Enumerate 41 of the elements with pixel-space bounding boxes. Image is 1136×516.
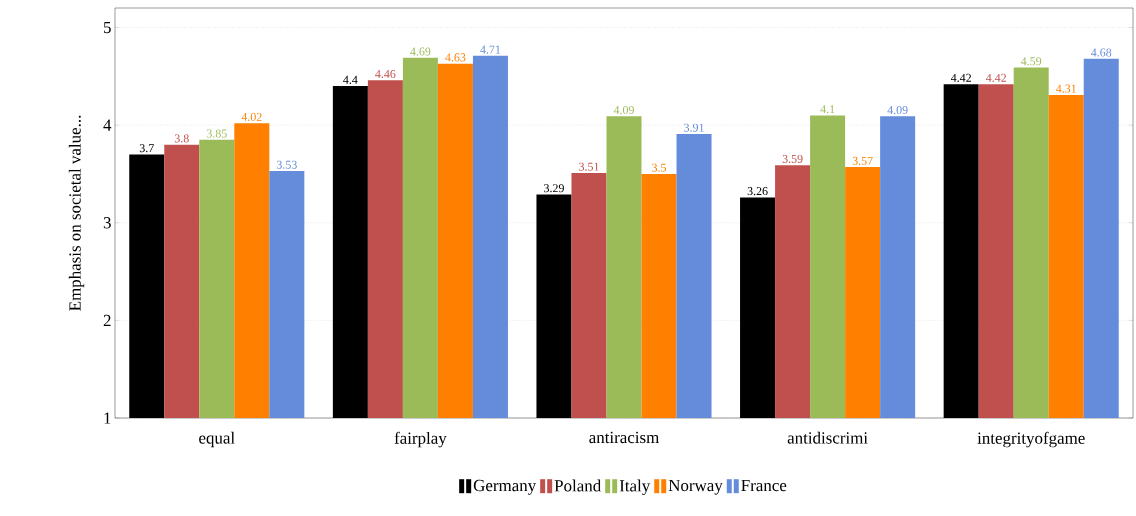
- legend-label: Norway: [668, 479, 723, 495]
- x-tick-label: antidiscrimi: [787, 431, 868, 444]
- data-label: 4.09: [887, 106, 908, 115]
- legend-label: Germany: [473, 479, 537, 495]
- data-label: 4.42: [985, 73, 1006, 82]
- data-label: 4.4: [343, 75, 358, 84]
- x-tick-label: fairplay: [394, 431, 447, 448]
- data-label: 3.85: [206, 129, 227, 138]
- data-label: 4.02: [241, 112, 262, 121]
- data-label: 3.57: [852, 156, 873, 165]
- x-tick-label: equal: [199, 431, 235, 448]
- y-axis-title: Emphasis on societal value...: [68, 115, 85, 311]
- data-label: 4.63: [445, 53, 466, 62]
- data-label: 4.46: [375, 69, 396, 79]
- data-label: 3.7: [139, 144, 154, 153]
- data-label: 4.71: [480, 45, 501, 54]
- data-label: 4.69: [410, 47, 431, 56]
- legend-label: Italy: [619, 479, 651, 495]
- data-label: 4.68: [1091, 48, 1112, 57]
- y-tick-label: 2: [103, 314, 111, 326]
- data-label: 3.5: [652, 163, 667, 172]
- x-tick-label: integrityofgame: [977, 431, 1085, 448]
- y-tick-label: 1: [104, 412, 111, 424]
- y-tick-label: 3: [103, 217, 111, 229]
- data-label: 3.51: [579, 162, 599, 171]
- data-label: 4.31: [1055, 84, 1076, 93]
- data-label: 4.42: [950, 73, 971, 82]
- data-label: 3.8: [174, 134, 189, 143]
- x-tick-label: antiracism: [589, 431, 660, 444]
- legend-label: Poland: [554, 479, 602, 492]
- data-label: 4.59: [1020, 57, 1042, 66]
- data-label: 4.1: [820, 105, 835, 114]
- y-tick-label: 5: [104, 21, 111, 34]
- data-label: 3.91: [684, 123, 704, 132]
- data-label: 4.09: [613, 106, 634, 115]
- data-label: 3.29: [544, 184, 564, 193]
- legend-label: France: [741, 479, 787, 492]
- data-label: 3.53: [276, 160, 297, 169]
- data-label: 3.26: [747, 187, 768, 196]
- data-label: 3.59: [782, 154, 803, 163]
- y-tick-label: 4: [103, 119, 112, 131]
